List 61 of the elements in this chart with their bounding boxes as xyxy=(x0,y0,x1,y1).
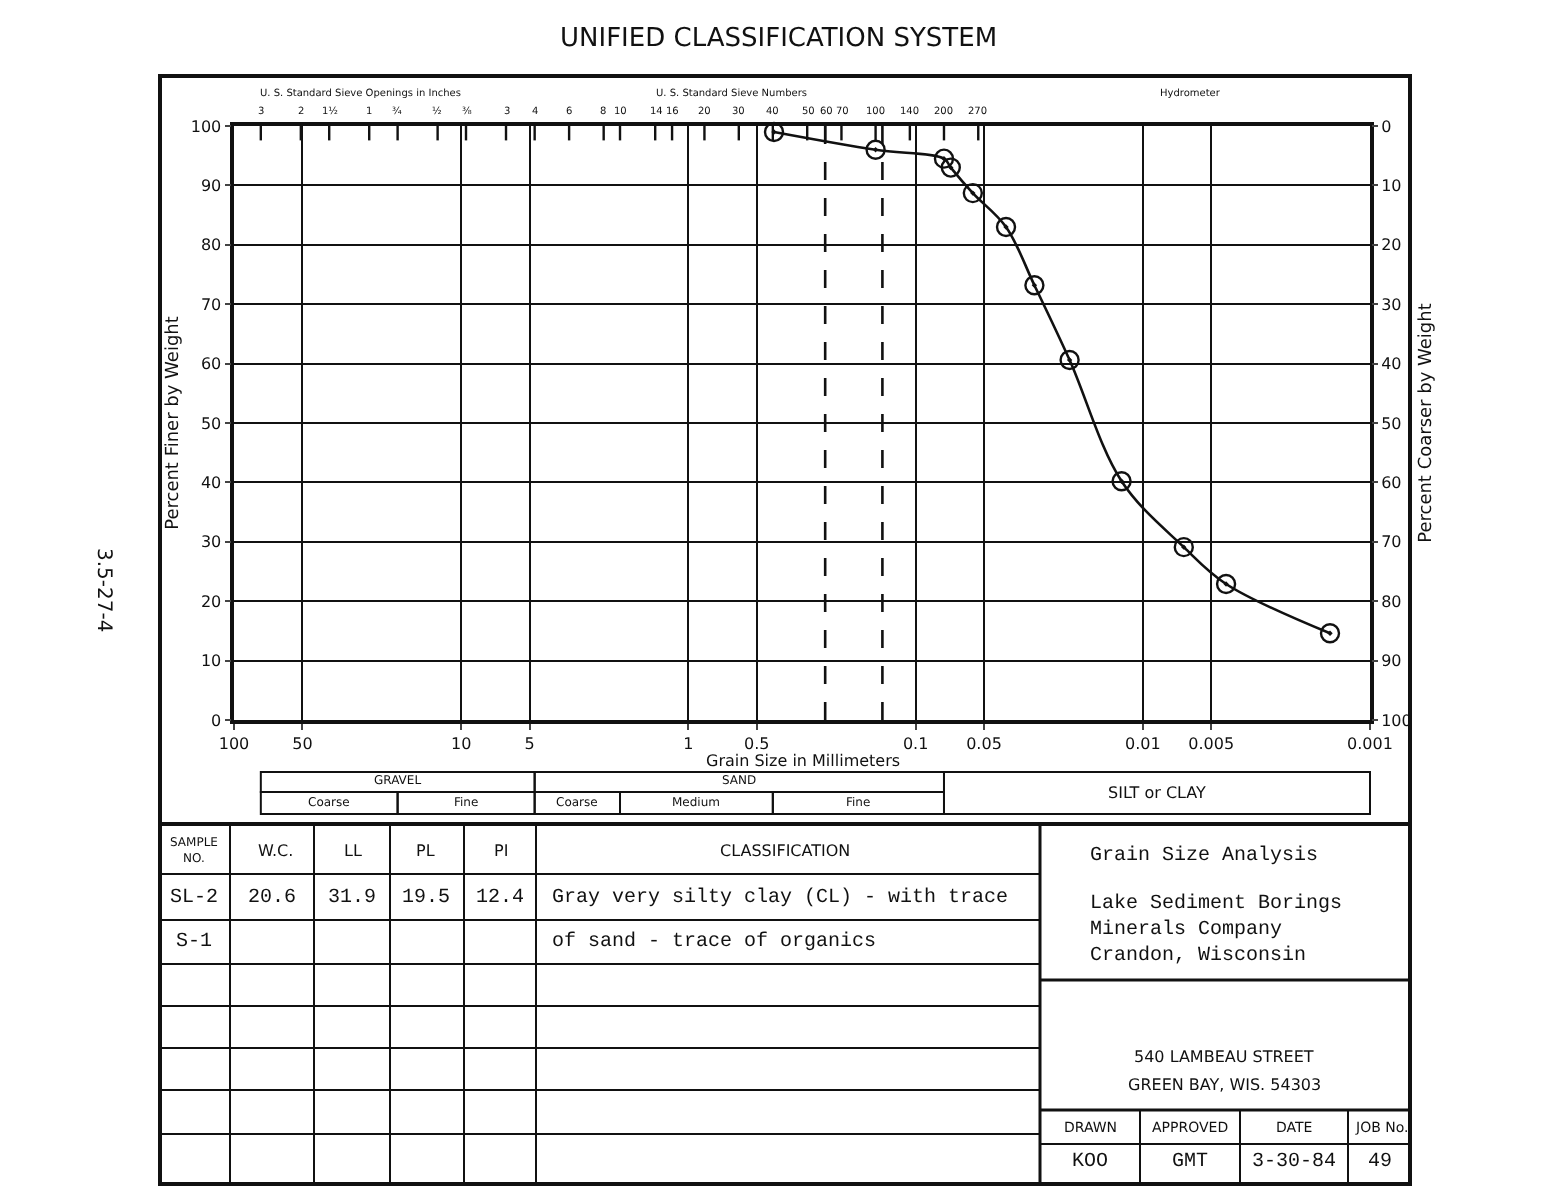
y2-tick-label: 40 xyxy=(1381,355,1402,374)
y2-tick-label: 0 xyxy=(1381,117,1392,136)
x-tick-label: 1 xyxy=(683,734,694,753)
y-tick-label: 70 xyxy=(200,295,222,314)
y-tick-label: 60 xyxy=(200,355,222,374)
text: S-1 xyxy=(176,932,213,954)
y-tick-label: 90 xyxy=(200,177,222,195)
y2-tick-label: 30 xyxy=(1381,295,1402,314)
text: PI xyxy=(494,842,509,860)
text: Grain Size Analysis xyxy=(1090,844,1319,868)
y-tick-label: 100 xyxy=(190,117,222,136)
text: 19.5 xyxy=(402,888,451,910)
text: 12.4 xyxy=(476,888,525,910)
y2-tick-label: 80 xyxy=(1381,592,1402,611)
chart-title: UNIFIED CLASSIFICATION SYSTEM xyxy=(560,24,998,54)
text: 3.5-27-4 xyxy=(92,548,114,633)
text: 31.9 xyxy=(328,888,377,910)
text: GREEN BAY, WIS. 54303 xyxy=(1128,1076,1322,1094)
text: 49 xyxy=(1368,1152,1393,1174)
x-tick-label: 10 xyxy=(451,734,472,753)
y-tick-label: 0 xyxy=(211,711,222,730)
y-tick-label: 80 xyxy=(200,236,222,255)
x-tick-label: 5 xyxy=(524,734,535,753)
y2-tick-label: 20 xyxy=(1381,236,1402,255)
text: LL xyxy=(344,842,363,860)
y2-tick-label: 60 xyxy=(1381,474,1402,492)
text: 3-30-84 xyxy=(1252,1152,1337,1174)
x-tick-label: 0.01 xyxy=(1124,734,1161,753)
text: SILT or CLAY xyxy=(1108,784,1207,802)
y-tick-label: 30 xyxy=(200,533,222,552)
y2-tick-label: 70 xyxy=(1381,533,1402,552)
y-tick-label: 20 xyxy=(200,592,222,611)
y-tick-label: 40 xyxy=(200,474,222,492)
text: PL xyxy=(416,842,436,860)
text: Gray very silty clay (CL) - with trace xyxy=(552,886,1009,910)
text: Crandon, Wisconsin xyxy=(1090,944,1307,968)
y-axis-title: Percent Finer by Weight xyxy=(164,315,185,530)
text: of sand - trace of organics xyxy=(552,930,877,954)
x-tick-label: 0.005 xyxy=(1188,734,1235,753)
x-tick-label: 0.1 xyxy=(902,734,929,753)
text: W.C. xyxy=(258,842,294,860)
text: GMT xyxy=(1172,1152,1209,1174)
text: CLASSIFICATION xyxy=(720,842,851,860)
text: Minerals Company xyxy=(1090,918,1283,942)
x-tick-label: 50 xyxy=(292,734,313,753)
text: 20.6 xyxy=(248,888,297,910)
x-tick-label: 0.05 xyxy=(966,734,1002,753)
y-tick-label: 50 xyxy=(200,414,222,433)
y2-tick-label: 50 xyxy=(1381,414,1402,433)
text: SL-2 xyxy=(170,888,219,910)
x-axis-title: Grain Size in Millimeters xyxy=(706,752,901,770)
y2-axis-title: Percent Coarser by Weight xyxy=(1417,302,1438,543)
text: Lake Sediment Borings xyxy=(1090,892,1343,916)
x-tick-label: 0.5 xyxy=(744,734,770,753)
y-tick-label: 10 xyxy=(200,652,222,671)
text: KOO xyxy=(1072,1152,1109,1174)
text: 540 LAMBEAU STREET xyxy=(1134,1048,1314,1066)
y2-tick-label: 90 xyxy=(1381,652,1402,671)
x-tick-label: 0.001 xyxy=(1347,734,1393,753)
x-tick-label: 100 xyxy=(218,734,250,753)
y2-tick-label: 10 xyxy=(1381,177,1402,195)
